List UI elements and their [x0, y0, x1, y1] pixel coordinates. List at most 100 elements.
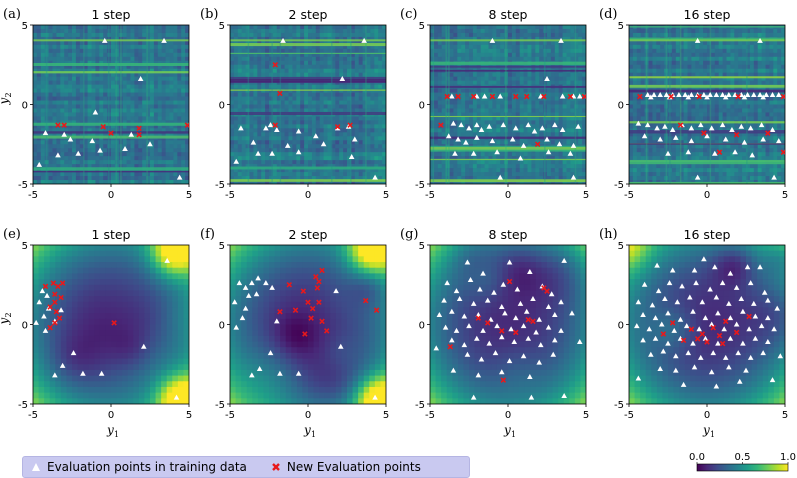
stripe — [33, 39, 189, 42]
new-point — [484, 320, 491, 326]
training-point — [673, 367, 679, 373]
new-point — [52, 291, 58, 298]
training-point — [662, 296, 668, 302]
training-point — [489, 37, 496, 43]
x-axis-label: y — [702, 423, 710, 437]
training-point — [441, 297, 447, 303]
stripe — [430, 145, 586, 147]
new-point — [447, 343, 454, 350]
training-point — [536, 359, 542, 365]
training-point — [530, 296, 536, 302]
training-point — [267, 122, 274, 128]
new-point — [701, 130, 707, 136]
stripe — [230, 179, 386, 182]
y-tick-label: -5 — [415, 400, 425, 411]
training-point — [760, 350, 766, 356]
new-point — [323, 328, 330, 334]
new-point — [680, 337, 687, 344]
stripe — [430, 136, 586, 139]
training-point — [644, 91, 651, 97]
training-points — [634, 256, 784, 389]
new-point — [780, 149, 785, 155]
training-point — [646, 326, 653, 332]
new-point — [470, 93, 477, 100]
training-point — [658, 321, 665, 327]
training-point — [657, 91, 663, 97]
training-point — [466, 125, 472, 131]
new-point — [541, 93, 547, 100]
new-point — [567, 93, 574, 100]
training-point — [337, 343, 344, 349]
y-tick-label: 5 — [22, 21, 28, 32]
y-tick-label: -5 — [215, 400, 225, 411]
stripe — [430, 39, 586, 42]
training-point — [548, 291, 555, 297]
stripe — [331, 25, 333, 184]
training-point — [464, 351, 471, 357]
training-point — [701, 91, 707, 97]
x-tick-label: -5 — [425, 410, 435, 421]
y-tick-label: 0 — [219, 321, 225, 332]
training-point — [576, 338, 583, 344]
training-point — [249, 372, 255, 378]
new-point — [362, 297, 369, 304]
training-point — [284, 142, 291, 148]
training-point — [461, 342, 468, 348]
training-point — [450, 120, 457, 126]
training-point — [648, 94, 654, 100]
training-point — [744, 91, 751, 97]
training-point — [688, 91, 695, 97]
y-tick-label: -5 — [614, 180, 624, 191]
legend-item-train: Evaluation points in training data — [23, 460, 247, 474]
new-point — [699, 331, 706, 337]
training-point — [741, 139, 748, 145]
training-point — [738, 296, 745, 302]
new-point — [677, 122, 684, 128]
new-point — [704, 339, 710, 345]
training-point — [744, 264, 751, 270]
stripe — [33, 62, 189, 67]
training-points — [445, 37, 583, 180]
training-point — [528, 394, 535, 400]
training-point — [245, 292, 252, 298]
training-point — [655, 288, 662, 294]
training-point — [665, 310, 671, 316]
new-point — [184, 122, 189, 128]
x-tick-label: -5 — [624, 410, 634, 421]
training-point — [707, 286, 713, 292]
training-point — [89, 138, 96, 144]
new-point — [668, 93, 674, 100]
new-point — [52, 320, 58, 326]
heatmap — [230, 25, 386, 184]
training-point — [694, 37, 701, 43]
training-point — [470, 394, 477, 400]
training-point — [696, 326, 702, 332]
training-point — [644, 122, 651, 128]
training-point — [694, 174, 701, 180]
training-point — [726, 300, 732, 306]
training-point — [140, 343, 147, 349]
panel-title: 8 step — [489, 7, 528, 22]
training-point — [765, 297, 771, 303]
training-point — [97, 147, 103, 153]
training-point — [712, 150, 718, 156]
training-point — [569, 310, 575, 316]
training-point — [652, 335, 659, 341]
new-point — [716, 149, 723, 155]
training-point — [128, 131, 135, 137]
y-tick-label: 0 — [219, 101, 225, 112]
training-point — [269, 150, 275, 156]
training-point — [719, 280, 726, 286]
stripe — [665, 25, 668, 184]
new-point — [696, 93, 702, 100]
y-tick-label: -5 — [415, 180, 425, 191]
training-point — [58, 307, 64, 313]
training-point — [685, 149, 692, 155]
training-point — [761, 289, 768, 295]
training-point — [682, 91, 688, 97]
training-point — [693, 280, 699, 286]
stripe — [430, 158, 586, 161]
new-point — [694, 336, 701, 342]
training-point — [663, 91, 670, 97]
new-point — [722, 318, 729, 325]
